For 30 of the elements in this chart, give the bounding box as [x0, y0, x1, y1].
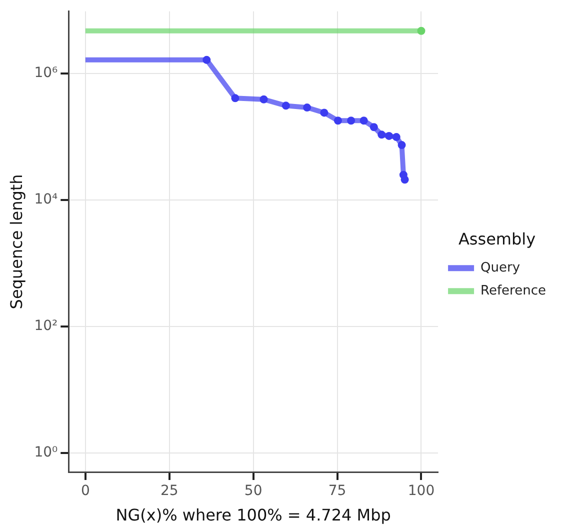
point [347, 116, 356, 125]
point [202, 56, 211, 64]
point [320, 108, 328, 117]
point [231, 94, 240, 102]
point [282, 102, 290, 110]
y-tick-label: 10⁰ [34, 444, 58, 461]
point [392, 133, 400, 142]
y-axis-title: Sequence length [6, 174, 26, 310]
point [334, 116, 342, 125]
x-tick-label: 25 [160, 483, 178, 500]
legend-label: Query [480, 260, 520, 276]
point [378, 130, 386, 139]
point [370, 123, 378, 132]
point [400, 176, 409, 184]
point [417, 26, 426, 35]
legend-title: Assembly [458, 230, 536, 249]
point [385, 132, 394, 140]
x-tick-label: 0 [80, 483, 90, 500]
point [260, 95, 268, 104]
legend-label: Reference [480, 283, 546, 298]
x-tick-label: 50 [244, 483, 262, 500]
point [398, 141, 406, 150]
y-tick-label: 10² [34, 318, 58, 334]
y-tick-label: 10⁶ [34, 65, 58, 82]
x-tick-label: 100 [408, 483, 435, 500]
x-tick-label: 75 [328, 483, 346, 500]
point [360, 116, 368, 125]
x-axis-title: NG(x)% where 100% = 4.724 Mbp [116, 506, 391, 525]
y-tick-label: 10⁴ [34, 192, 58, 208]
point [303, 104, 312, 112]
